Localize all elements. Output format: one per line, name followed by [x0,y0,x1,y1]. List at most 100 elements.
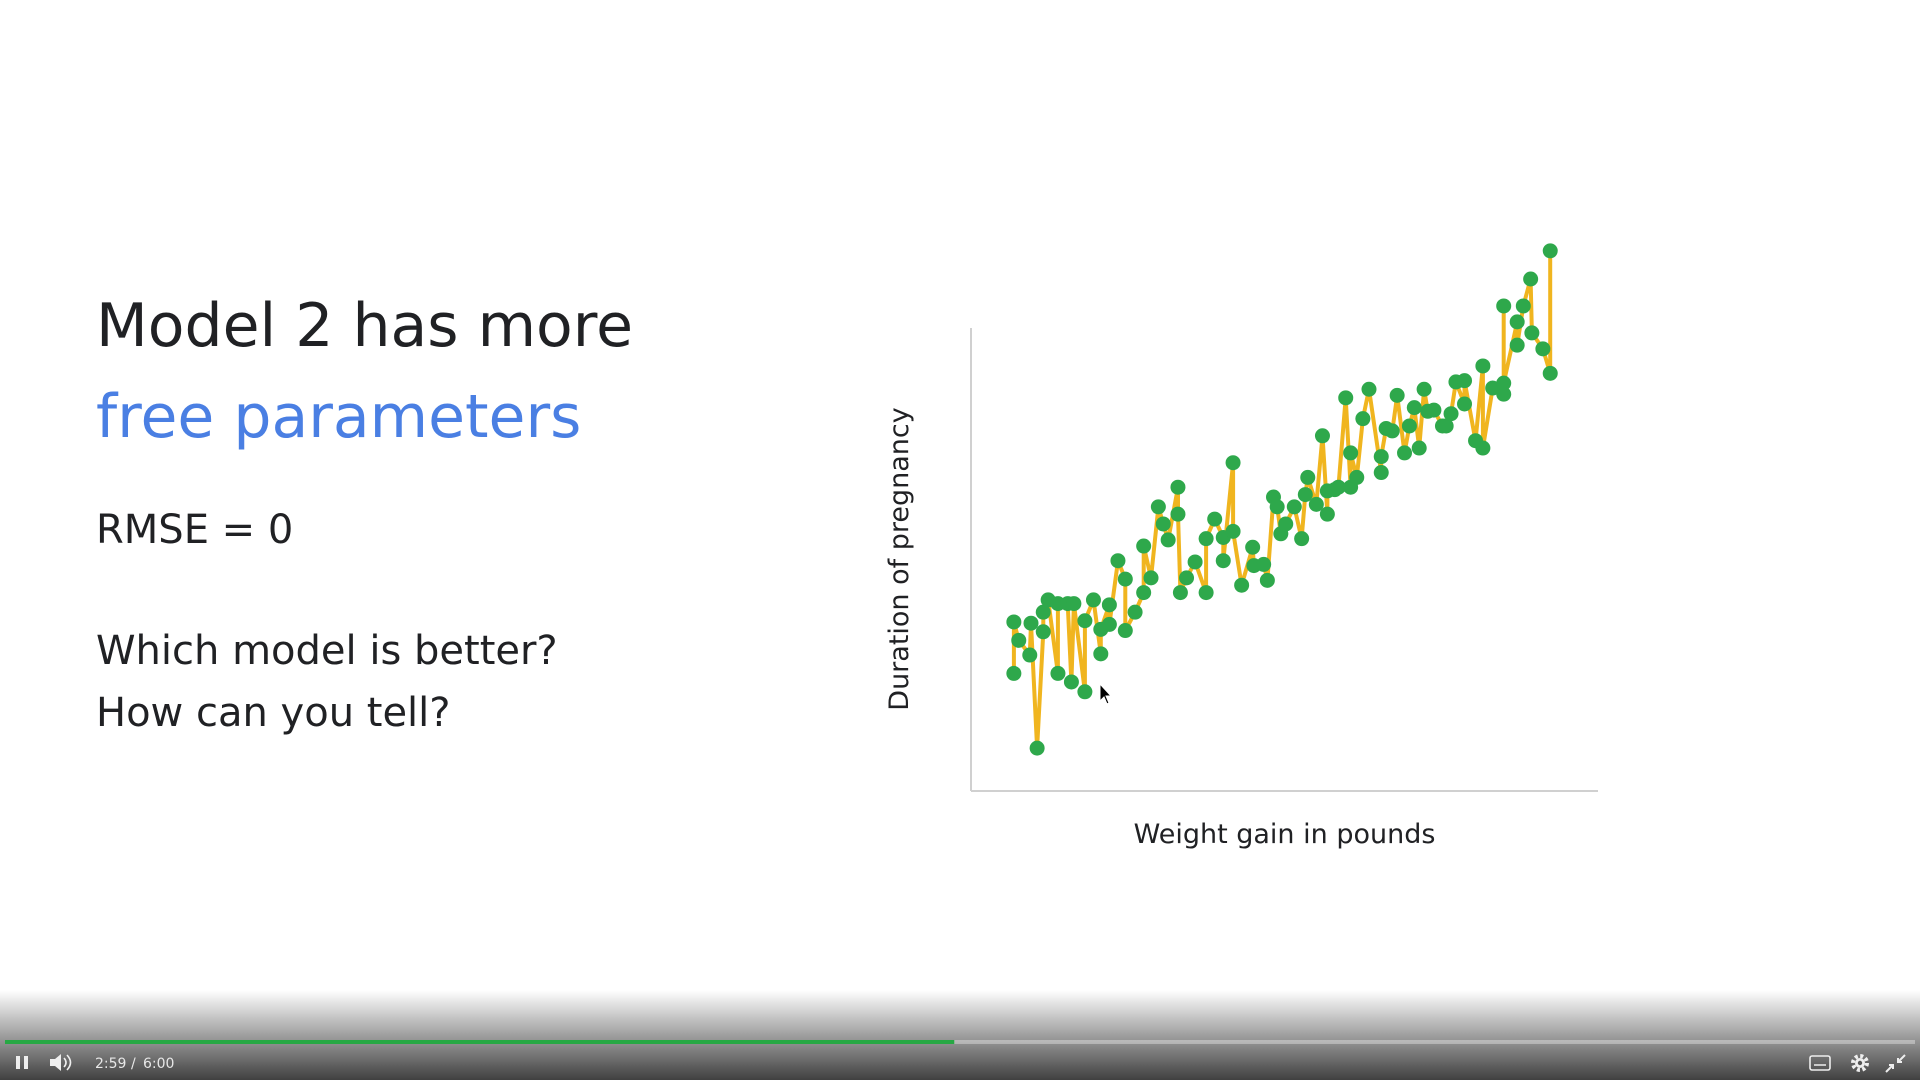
data-point [1515,298,1531,314]
data-point [1496,375,1512,391]
data-point [1155,516,1171,532]
data-point [1338,390,1354,406]
data-point [1063,674,1079,690]
duration: 6:00 [143,1056,174,1072]
data-point [1066,596,1082,612]
data-point [1101,597,1117,613]
data-point [1361,381,1377,397]
data-point [1319,506,1335,522]
data-point [1475,440,1491,456]
x-axis-label: Weight gain in pounds [1134,819,1436,850]
data-point [1523,271,1539,287]
volume-button[interactable] [50,1054,72,1071]
slide-title: Model 2 has more [96,291,633,361]
data-point [1443,406,1459,422]
data-point [1215,553,1231,569]
data-point [1198,531,1214,547]
data-point [1297,487,1313,503]
progress-track[interactable] [5,1040,1915,1044]
data-point [1170,479,1186,495]
data-point [1426,402,1442,418]
data-point [1438,418,1454,434]
data-point [1179,570,1195,586]
data-point [1172,585,1188,601]
data-point [1110,553,1126,569]
data-point [1187,554,1203,570]
pause-button[interactable] [16,1056,28,1069]
data-point [1160,532,1176,548]
data-point [1373,449,1389,465]
data-point [1496,298,1512,314]
data-point [1234,577,1250,593]
data-point [1245,539,1261,555]
data-point [1286,499,1302,515]
data-point [1384,423,1400,439]
data-point [1373,465,1389,481]
data-point [1117,571,1133,587]
data-point [1256,556,1272,572]
data-point [1136,538,1152,554]
data-point [1023,615,1039,631]
metric: RMSE = 0 [96,507,293,553]
data-point [1314,428,1330,444]
data-point [1475,358,1491,374]
data-point [1101,616,1117,632]
settings-button[interactable] [1851,1054,1869,1072]
data-point [1542,243,1558,259]
data-point [1457,373,1473,389]
data-point [1035,604,1051,620]
data-point [1011,632,1027,648]
exit-fullscreen-button[interactable] [1885,1054,1906,1073]
captions-button[interactable] [1809,1055,1831,1071]
data-point [1542,365,1558,381]
data-point [1022,647,1038,663]
controls: 2:59 / 6:00 [16,1054,1906,1073]
data-point [1330,479,1346,495]
data-point [1308,496,1324,512]
data-point [1225,523,1241,539]
data-point [1207,511,1223,527]
mouse-cursor [1099,682,1113,705]
data-point [1077,613,1093,629]
data-point [1150,499,1166,515]
data-point [1509,314,1525,330]
data-point [1524,325,1540,341]
data-point [1389,387,1405,403]
data-point [1300,469,1316,485]
data-point [1029,740,1045,756]
question: How can you tell? [96,690,451,736]
data-point [1225,455,1241,471]
data-point [1127,604,1143,620]
slide-title-highlight: free parameters [96,382,581,452]
time-separator: / [131,1056,136,1072]
data-point [1006,614,1022,630]
data-point [1093,646,1109,662]
data-point [1496,386,1512,402]
data-point [1035,624,1051,640]
data-point [1136,585,1152,601]
data-point [1406,400,1422,416]
data-point [1170,506,1186,522]
progress-bar[interactable] [5,1040,955,1044]
data-point [1085,592,1101,608]
data-point [1077,684,1093,700]
data-point [1143,570,1159,586]
data-point [1411,440,1427,456]
data-point [1050,665,1066,681]
data-point [1343,445,1359,461]
controls-shade [0,990,1920,1080]
data-point [1278,516,1294,532]
data-point [1117,623,1133,639]
current-time: 2:59 [95,1056,126,1072]
data-point [1535,341,1551,357]
data-point [1509,337,1525,353]
data-point [1457,396,1473,412]
data-point [1416,381,1432,397]
chart: Weight gain in pounds Duration of pregnan… [884,243,1598,850]
question: Which model is better? [96,628,558,674]
data-point [1259,572,1275,588]
data-point [1401,418,1417,434]
